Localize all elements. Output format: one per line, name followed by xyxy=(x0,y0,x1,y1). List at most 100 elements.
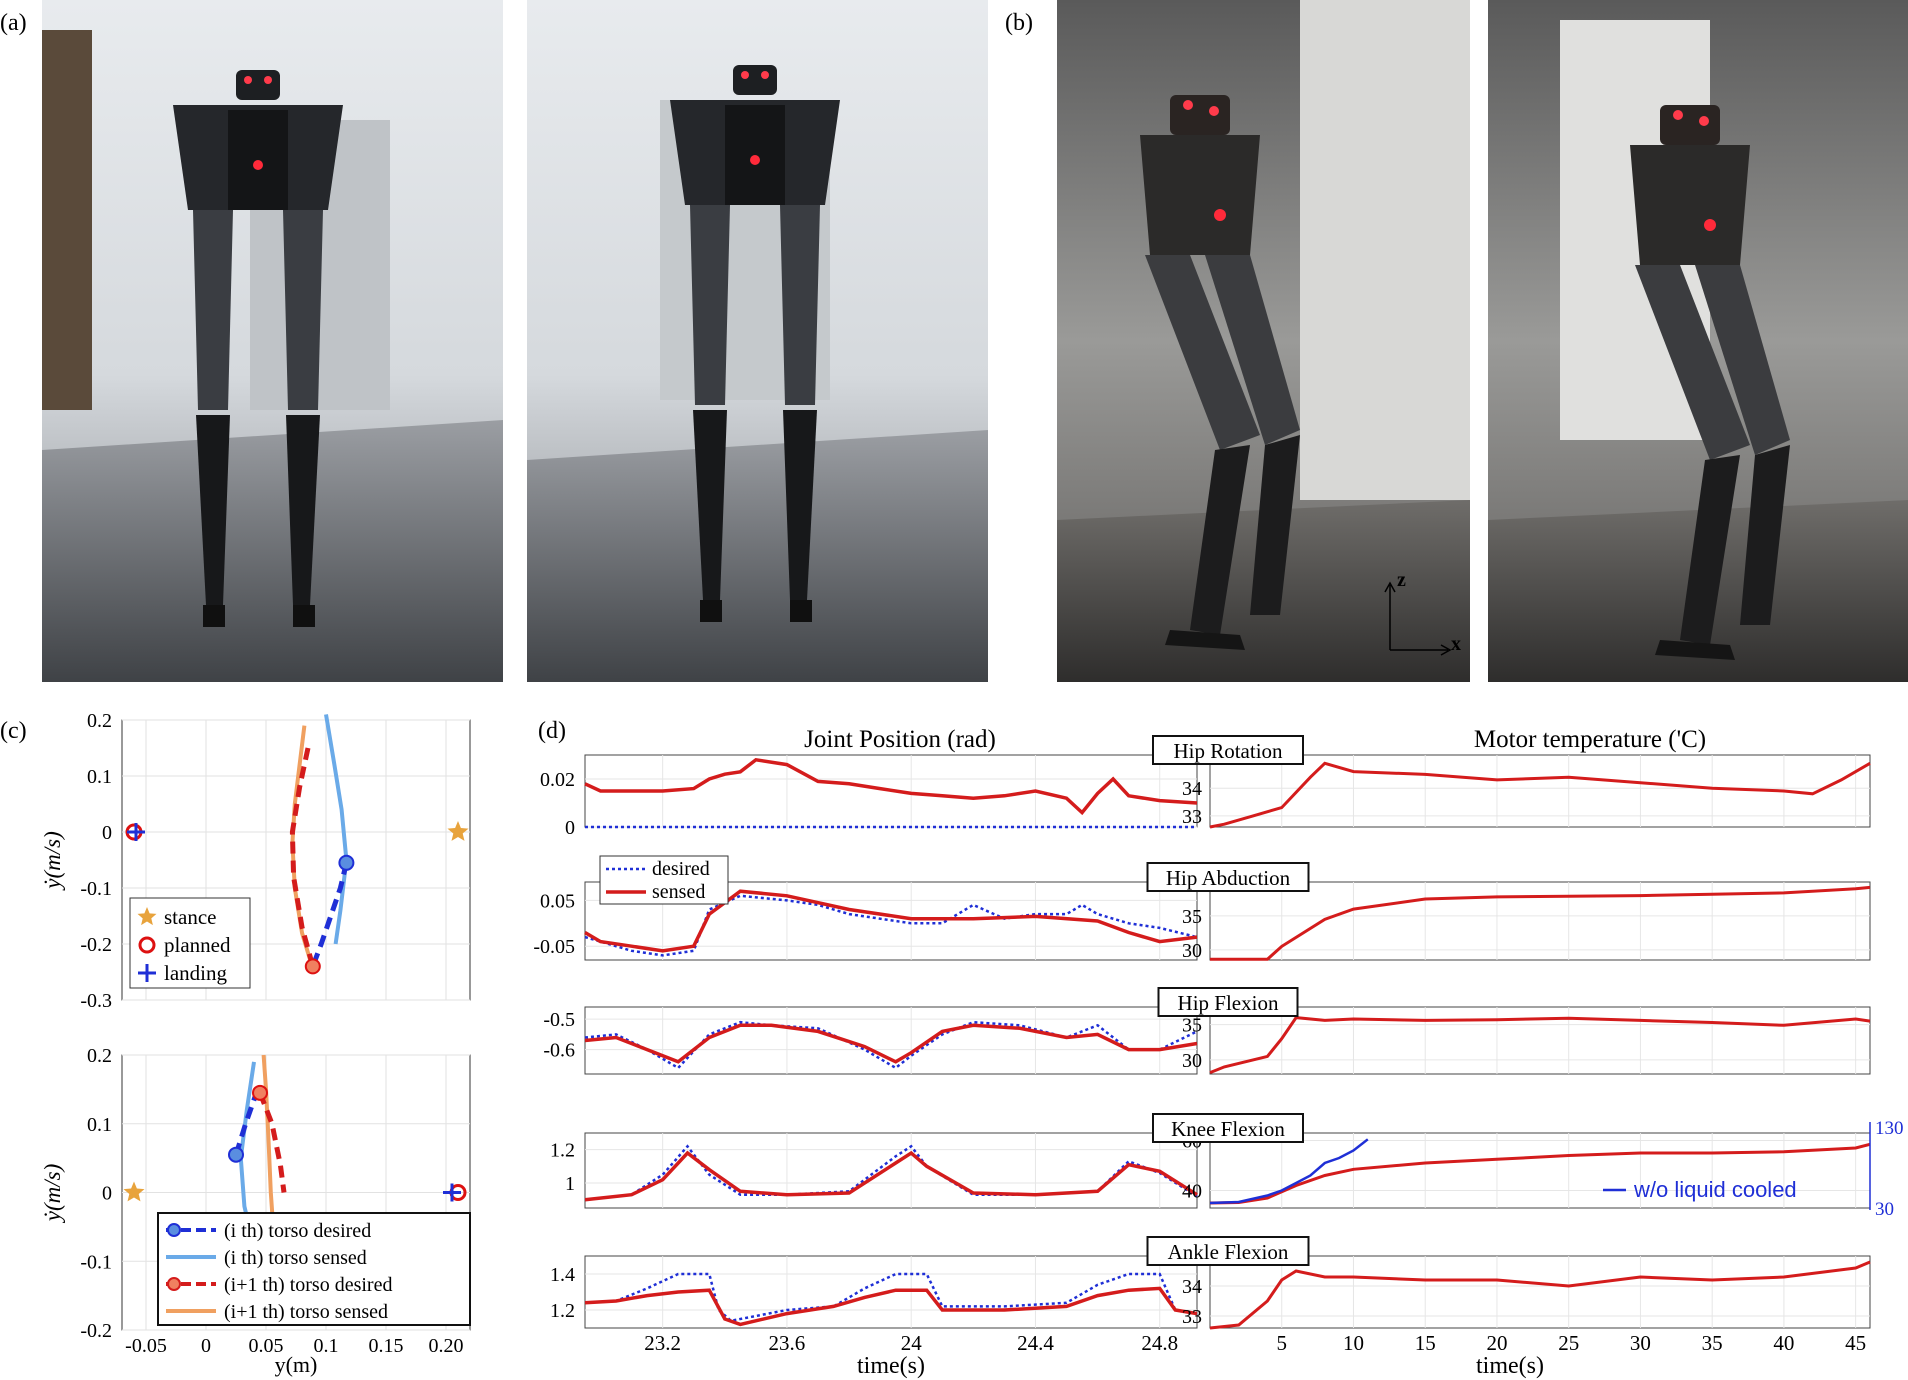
legend-label: planned xyxy=(164,933,231,957)
desired-line xyxy=(584,1272,1198,1323)
secondary-tick: 130 xyxy=(1875,1118,1904,1139)
photo-robot-side-1: z x xyxy=(1057,0,1470,682)
photo-robot-front-2 xyxy=(527,0,988,682)
desired-line xyxy=(584,1020,1198,1070)
legend-desired-label: desired xyxy=(652,858,710,880)
temp-y-tick: 34 xyxy=(1182,778,1202,800)
row-title-box xyxy=(1157,987,1299,1017)
temp-x-tick: 5 xyxy=(1276,1331,1287,1355)
y-axis-label: ẏ(m/s) xyxy=(40,1164,65,1223)
joint-y-tick: 0 xyxy=(565,817,575,839)
phase-portrait-top: 0.2 0.1 0 -0.1 -0.2 -0.3 ẏ(m/s) stance planned la… xyxy=(40,710,471,1012)
y-tick-label: -0.3 xyxy=(80,990,112,1012)
joint-y-tick: 1.4 xyxy=(550,1264,575,1286)
trajectory-desired xyxy=(233,1095,258,1156)
y-tick-label: 0 xyxy=(102,1183,112,1205)
joint-y-tick: -0.05 xyxy=(533,936,575,958)
legend-label: (i+1 th) torso sensed xyxy=(224,1301,388,1323)
legend-top: stance planned landing xyxy=(129,897,251,989)
temp-x-tick: 35 xyxy=(1702,1331,1723,1355)
x-tick-label: 0 xyxy=(201,1335,211,1357)
sensed-line xyxy=(584,1286,1198,1327)
panel-label-d: (d) xyxy=(538,718,566,744)
y-tick-label: -0.2 xyxy=(80,1320,112,1342)
marker-desired-start xyxy=(338,854,355,871)
marker-next-start xyxy=(252,1084,268,1101)
y-tick-label: 0.2 xyxy=(87,710,112,732)
row-title: Ankle Flexion xyxy=(1168,1240,1289,1264)
y-axis-label: ẏ(m/s) xyxy=(40,831,65,890)
x-tick-label: 0.05 xyxy=(249,1335,284,1357)
y-tick-label: 0.1 xyxy=(87,1114,112,1136)
temperature-line xyxy=(1209,761,1871,829)
y-tick-label: -0.1 xyxy=(80,878,112,900)
row-title: Hip Abduction xyxy=(1166,866,1291,890)
joint-y-tick: 1.2 xyxy=(550,1140,575,1162)
joint-plot-frame xyxy=(584,1006,1198,1075)
joint-x-label: time(s) xyxy=(857,1353,925,1379)
row-hip-flexion: -0.5 -0.6 35 30 Hip Flexion xyxy=(543,987,1871,1075)
temp-y-tick: 33 xyxy=(1182,806,1202,828)
joint-y-tick: -0.6 xyxy=(543,1040,575,1062)
temperature-line xyxy=(1209,1142,1871,1205)
joint-y-tick: 0.05 xyxy=(540,890,575,912)
panel-label-a: (a) xyxy=(0,10,27,36)
joint-x-tick: 24.8 xyxy=(1141,1331,1178,1355)
legend-landing-icon xyxy=(138,964,156,982)
temp-plot-frame xyxy=(1209,1006,1871,1075)
joint-y-tick: 1 xyxy=(565,1173,575,1195)
legend-label: stance xyxy=(164,905,216,929)
row-ankle-flexion: 1.4 1.2 34 33 Ankle Flexion xyxy=(550,1236,1871,1330)
legend-box xyxy=(157,1212,471,1326)
x-axis-label: y(m) xyxy=(275,1352,318,1377)
temp-x-label: time(s) xyxy=(1476,1353,1544,1379)
x-tick-label: 0.20 xyxy=(429,1335,464,1357)
temp-plot-frame xyxy=(1209,1132,1871,1209)
joint-y-tick: 0.02 xyxy=(540,769,575,791)
row-title: Knee Flexion xyxy=(1171,1117,1285,1141)
axis-x-label: x xyxy=(1451,633,1461,655)
row-title: Hip Flexion xyxy=(1178,991,1279,1015)
phase-portrait-bottom: 0.2 0.1 0 -0.1 -0.2 ẏ(m/s) -0.05 0 0.05 0.1 0.15 0.… xyxy=(40,1045,471,1377)
temp-y-tick: 35 xyxy=(1182,906,1202,928)
legend-planned-icon xyxy=(138,936,156,954)
y-tick-label: -0.1 xyxy=(80,1251,112,1273)
joint-position-title: Joint Position (rad) xyxy=(804,726,996,753)
joint-x-tick: 23.6 xyxy=(769,1331,806,1355)
legend-label: landing xyxy=(164,961,227,985)
sensed-line xyxy=(584,1150,1198,1202)
legend-label: (i th) torso sensed xyxy=(224,1247,367,1269)
joint-x-tick: 24 xyxy=(901,1331,923,1355)
joint-plot-frame xyxy=(584,1132,1198,1209)
joint-x-tick: 23.2 xyxy=(644,1331,681,1355)
joint-y-tick: -0.5 xyxy=(543,1009,575,1031)
x-tick-label: 0.15 xyxy=(369,1335,404,1357)
row-title-box xyxy=(1152,1113,1304,1143)
legend-label: (i+1 th) torso desired xyxy=(224,1274,392,1296)
knee-uncooled-legend: w/o liquid cooled 130 30 xyxy=(1603,1118,1904,1220)
temp-x-tick: 45 xyxy=(1845,1331,1866,1355)
row-hip-rotation: 0.02 0 34 33 Hip Rotation xyxy=(540,735,1871,839)
temperature-line xyxy=(1210,885,1871,961)
temperature-line xyxy=(1209,1260,1871,1330)
desired-line xyxy=(584,1144,1198,1201)
y-tick-label: 0 xyxy=(102,822,112,844)
temp-y-tick: 40 xyxy=(1182,1181,1202,1203)
legend-marker xyxy=(167,1277,181,1291)
legend-box xyxy=(599,855,729,905)
secondary-tick: 30 xyxy=(1875,1199,1894,1220)
photo-axes xyxy=(1384,581,1452,656)
desired-line xyxy=(584,894,1198,957)
legend-stance-icon xyxy=(137,907,157,926)
sensed-line xyxy=(584,1023,1198,1064)
legend-marker xyxy=(167,1223,181,1237)
panel-label-c: (c) xyxy=(0,718,27,744)
joint-temperature-grid: 0.02 0 34 33 Hip Rotation 0.05 -0.05 35 30 Hip Ab… xyxy=(533,735,1904,1379)
legend-label: (i th) torso desired xyxy=(224,1220,371,1242)
temp-x-tick: 15 xyxy=(1415,1331,1436,1355)
y-tick-label: -0.2 xyxy=(80,934,112,956)
y-tick-label: 0.1 xyxy=(87,766,112,788)
trajectory-sensed-next xyxy=(261,1054,276,1228)
photo-robot-side-2 xyxy=(1488,0,1908,682)
